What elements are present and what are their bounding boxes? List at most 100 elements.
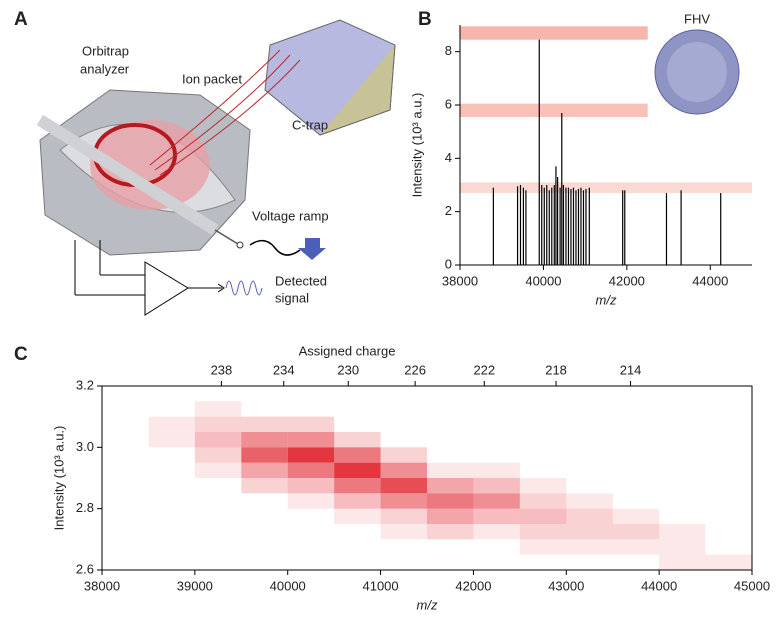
heat-cell [241, 447, 288, 463]
heat-cell [102, 493, 148, 508]
heat-cell [427, 539, 473, 554]
heat-cell [288, 524, 334, 539]
heat-cell [334, 401, 380, 416]
heat-cell [473, 462, 520, 478]
heat-cell [520, 417, 566, 432]
heat-cell [566, 432, 612, 447]
heat-cell [148, 401, 194, 416]
y-axis-label: Intensity (10³ a.u.) [409, 93, 424, 198]
heat-cell [334, 555, 380, 570]
heat-cell [195, 509, 241, 524]
x2-tick-label: 230 [337, 362, 359, 377]
heat-cell [519, 508, 567, 524]
heat-cell [519, 539, 567, 555]
heat-cell [473, 524, 520, 540]
heat-cell [473, 555, 519, 570]
heat-cell [195, 386, 241, 401]
heat-cell [288, 386, 334, 401]
heat-cell [706, 463, 752, 478]
x-tick-label: 40000 [525, 273, 561, 288]
panel-label: C [14, 344, 28, 365]
heat-cell [334, 417, 380, 432]
heat-cell [520, 401, 566, 416]
heat-cell [613, 401, 659, 416]
heat-cell [659, 401, 705, 416]
heat-cell [427, 462, 474, 478]
heat-cell [566, 478, 612, 493]
y-tick-label: 2.8 [76, 500, 94, 515]
heat-cell [287, 493, 335, 509]
heat-cell [659, 524, 706, 540]
heat-cell [148, 493, 194, 508]
heat-cell [519, 524, 567, 540]
heat-cell [659, 447, 705, 462]
highlight-band [460, 103, 648, 117]
heat-cell [334, 478, 381, 494]
heat-cell [287, 447, 335, 463]
heat-cell [706, 386, 752, 401]
x2-tick-label: 226 [404, 362, 426, 377]
diagram-label: Ion packet [182, 71, 242, 86]
heat-cell [706, 478, 752, 493]
heat-cell [334, 386, 380, 401]
heat-cell [659, 554, 706, 570]
inset-label: FHV [684, 11, 710, 26]
heat-cell [195, 478, 241, 493]
x-tick-label: 40000 [270, 578, 306, 593]
heat-cell [102, 555, 148, 570]
heat-cell [613, 555, 659, 570]
heat-cell [566, 493, 613, 509]
heat-cell [520, 432, 566, 447]
heat-cell [381, 432, 427, 447]
heat-cell [380, 447, 427, 463]
heat-cell [195, 555, 241, 570]
diagram-label: Orbitrap [82, 43, 129, 58]
heat-cell [566, 386, 612, 401]
heat-cell [520, 386, 566, 401]
heat-cell [334, 447, 381, 463]
x-tick-label: 42000 [455, 578, 491, 593]
heat-cell [427, 555, 473, 570]
heat-cell [380, 508, 427, 524]
x2-tick-label: 218 [545, 362, 567, 377]
heat-cell [566, 463, 612, 478]
heat-cell [241, 416, 288, 432]
heat-cell [706, 524, 752, 539]
heat-cell [287, 416, 335, 432]
y-axis-label: Intensity (10³ a.u.) [51, 426, 66, 531]
heat-cell [706, 509, 752, 524]
heat-cell [613, 417, 659, 432]
heat-cell [287, 432, 335, 448]
heat-cell [706, 447, 752, 462]
heat-cell [381, 555, 427, 570]
y-tick-label: 3.0 [76, 439, 94, 454]
y-tick-label: 3.2 [76, 377, 94, 392]
heat-cell [241, 386, 287, 401]
heat-cell [194, 416, 242, 432]
heat-cell [706, 417, 752, 432]
heat-cell [473, 386, 519, 401]
y-tick-label: 6 [445, 96, 452, 111]
plot-frame [101, 385, 753, 571]
y-tick-label: 2.6 [76, 561, 94, 576]
x2-tick-label: 234 [273, 362, 295, 377]
heat-cell [613, 463, 659, 478]
heat-cell [659, 386, 705, 401]
y-tick-label: 2 [445, 203, 452, 218]
heat-cell [519, 493, 567, 509]
heat-cell [102, 539, 148, 554]
heat-cell [427, 447, 473, 462]
heat-cell [659, 478, 705, 493]
heat-cell [241, 555, 287, 570]
heat-cell [288, 539, 334, 554]
heat-cell [613, 386, 659, 401]
heat-cell [566, 447, 612, 462]
heat-cell [566, 508, 613, 524]
heat-cell [287, 478, 335, 494]
heat-cell [566, 417, 612, 432]
heat-cell [334, 493, 381, 509]
x2-tick-label: 222 [473, 362, 495, 377]
heat-cell [148, 447, 194, 462]
heat-cell [612, 508, 660, 524]
heat-cell [148, 509, 194, 524]
